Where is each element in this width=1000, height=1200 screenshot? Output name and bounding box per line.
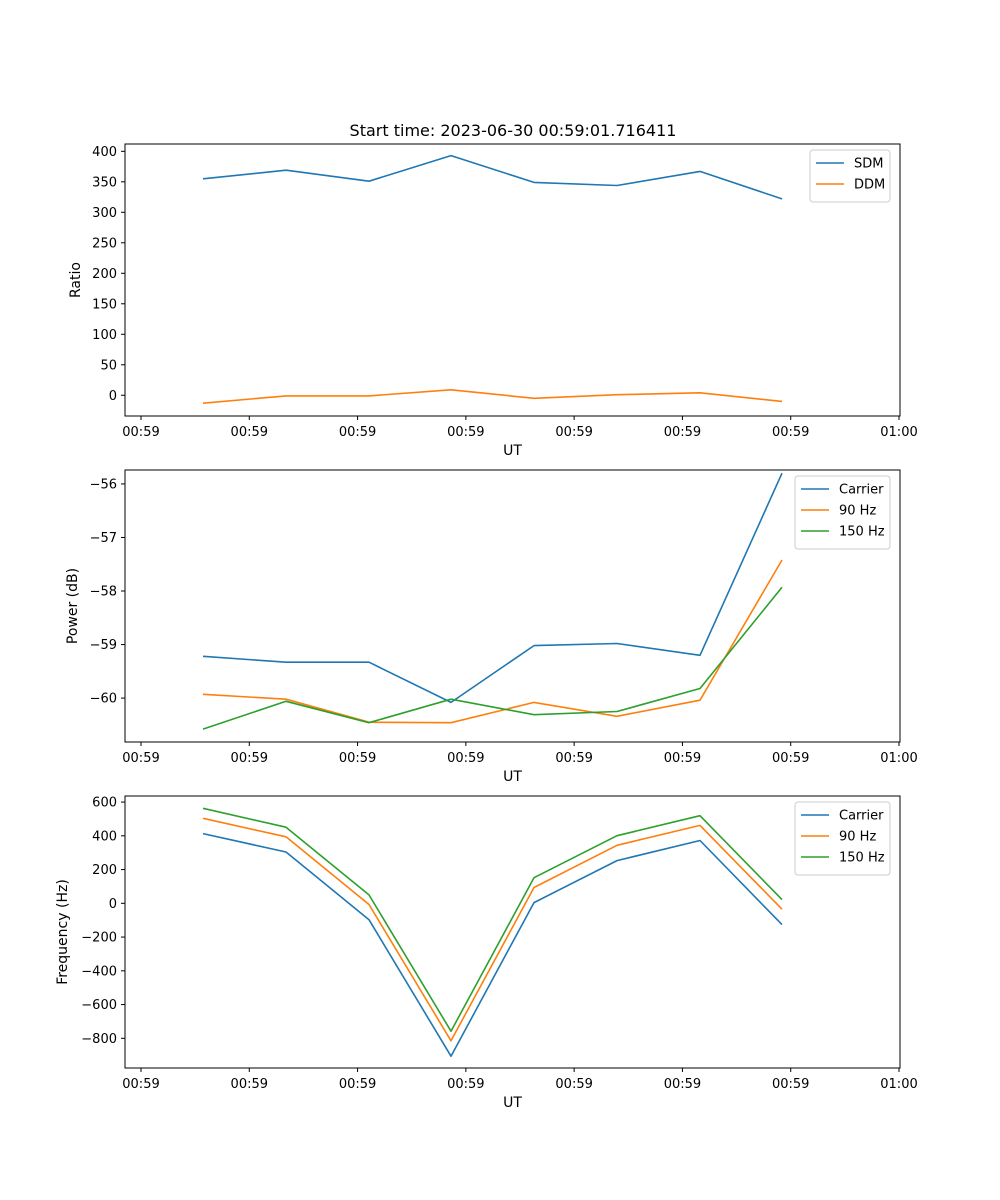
x-tick-label: 00:59 — [772, 1077, 809, 1092]
x-tick-label: 00:59 — [555, 751, 592, 766]
y-tick-label: −58 — [90, 585, 117, 600]
y-tick-label: −57 — [90, 531, 117, 546]
x-tick-label: 00:59 — [122, 425, 159, 440]
chart-panel-3: 00:59 00:59 00:59 00:59 00:59 00:59 00:59 01:00… — [55, 795, 918, 1111]
series-line-carrier — [202, 832, 783, 1057]
x-axis-label: UT — [503, 443, 522, 459]
series-line-ddm — [202, 388, 783, 404]
y-tick-label: −800 — [81, 1032, 117, 1047]
y-tick-label: 50 — [100, 358, 117, 373]
legend-label: SDM — [854, 157, 883, 172]
x-tick-label: 00:59 — [555, 1077, 592, 1092]
x-tick-label: 01:00 — [880, 425, 917, 440]
y-axis-label: Ratio — [68, 262, 84, 298]
series-line-90-hz — [202, 817, 783, 1042]
legend-label: Carrier — [839, 483, 884, 498]
y-tick-label: −60 — [90, 692, 117, 707]
y-tick-label: 0 — [109, 389, 117, 404]
legend-label: 90 Hz — [839, 830, 876, 845]
series-line-sdm — [202, 154, 783, 200]
series-line-90-hz — [202, 559, 783, 724]
x-tick-label: 00:59 — [447, 1077, 484, 1092]
x-tick-label: 00:59 — [447, 751, 484, 766]
legend-label: Carrier — [839, 809, 884, 824]
y-tick-label: 600 — [92, 796, 117, 811]
x-tick-label: 00:59 — [231, 751, 268, 766]
x-tick-label: 00:59 — [772, 751, 809, 766]
y-tick-label: −56 — [90, 477, 117, 492]
y-axis-label: Frequency (Hz) — [55, 879, 71, 985]
chart-panel-2: 00:59 00:59 00:59 00:59 00:59 00:59 00:59 01:00… — [65, 469, 918, 785]
x-tick-label: 00:59 — [339, 425, 376, 440]
plot-frame — [124, 795, 901, 1069]
legend: Carrier 90 Hz 150 Hz — [794, 475, 891, 550]
x-tick-label: 00:59 — [664, 751, 701, 766]
plot-frame — [124, 469, 901, 743]
y-tick-label: 200 — [92, 267, 117, 282]
y-tick-label: 100 — [92, 328, 117, 343]
legend: Carrier 90 Hz 150 Hz — [794, 801, 891, 876]
series-line-150-hz — [202, 586, 783, 730]
x-tick-label: 00:59 — [122, 751, 159, 766]
x-tick-label: 00:59 — [447, 425, 484, 440]
series-line-carrier — [202, 472, 783, 704]
legend-label: DDM — [854, 178, 885, 193]
legend-label: 90 Hz — [839, 504, 876, 519]
x-axis-label: UT — [503, 1095, 522, 1111]
x-tick-label: 00:59 — [122, 1077, 159, 1092]
x-tick-label: 01:00 — [880, 1077, 917, 1092]
series-line-150-hz — [202, 807, 783, 1032]
y-axis-label: Power (dB) — [65, 568, 81, 644]
y-tick-label: 200 — [92, 863, 117, 878]
legend-label: 150 Hz — [839, 851, 885, 866]
y-tick-label: 0 — [109, 897, 117, 912]
y-tick-label: −600 — [81, 998, 117, 1013]
y-tick-label: 150 — [92, 297, 117, 312]
x-tick-label: 01:00 — [880, 751, 917, 766]
y-tick-label: 400 — [92, 829, 117, 844]
x-tick-label: 00:59 — [664, 1077, 701, 1092]
legend: SDM DDM — [809, 149, 891, 203]
x-tick-label: 00:59 — [772, 425, 809, 440]
y-tick-label: −200 — [81, 931, 117, 946]
y-tick-label: 350 — [92, 175, 117, 190]
legend-label: 150 Hz — [839, 525, 885, 540]
y-tick-label: 250 — [92, 236, 117, 251]
x-tick-label: 00:59 — [555, 425, 592, 440]
chart-panel-1: 00:59 00:59 00:59 00:59 00:59 00:59 00:59 01:00… — [68, 143, 918, 459]
panels: 00:59 00:59 00:59 00:59 00:59 00:59 00:59 01:00… — [55, 143, 918, 1111]
x-tick-label: 00:59 — [339, 1077, 376, 1092]
y-tick-label: 400 — [92, 145, 117, 160]
x-tick-label: 00:59 — [231, 425, 268, 440]
figure-title: Start time: 2023-06-30 00:59:01.716411 — [350, 121, 677, 140]
plot-frame — [124, 143, 901, 417]
y-tick-label: −59 — [90, 638, 117, 653]
x-axis-label: UT — [503, 769, 522, 785]
x-tick-label: 00:59 — [339, 751, 376, 766]
x-tick-label: 00:59 — [664, 425, 701, 440]
y-tick-label: −400 — [81, 964, 117, 979]
y-tick-label: 300 — [92, 206, 117, 221]
x-tick-label: 00:59 — [231, 1077, 268, 1092]
